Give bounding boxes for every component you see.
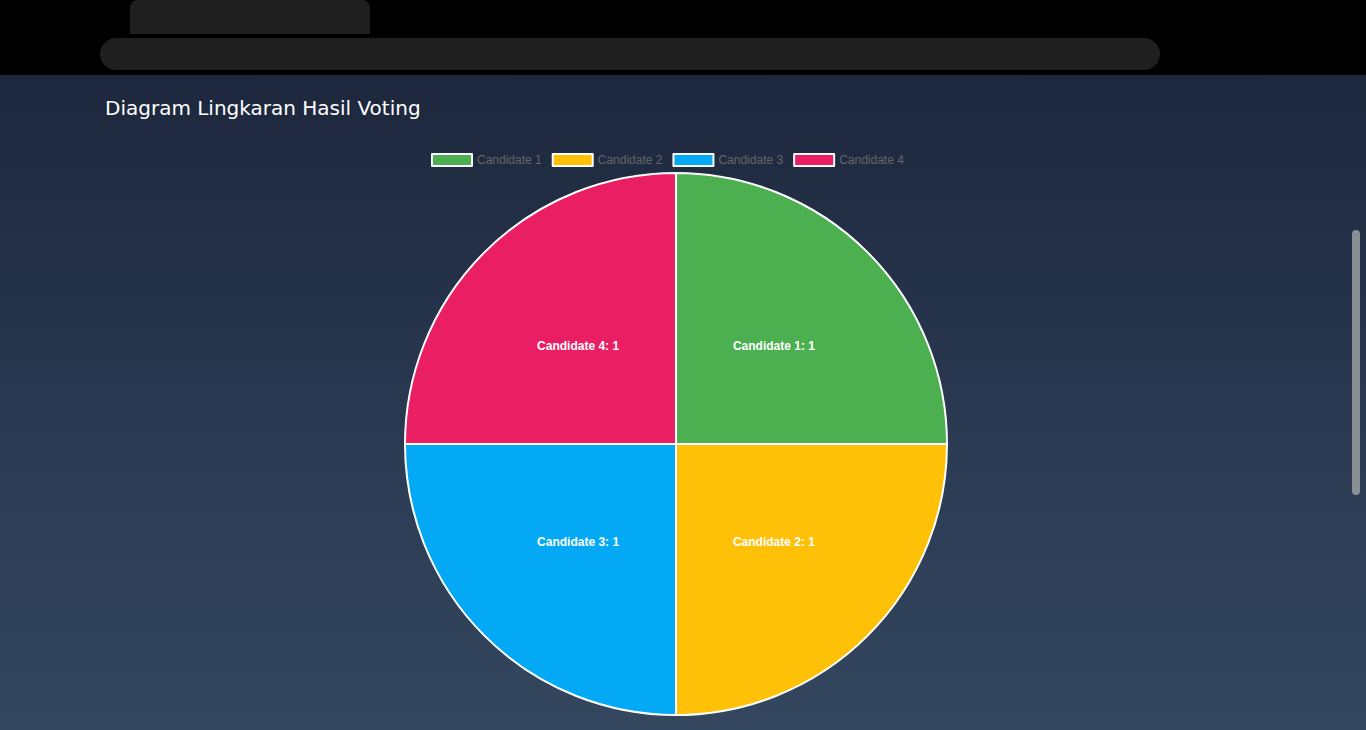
svg-text:Candidate 2: 1: Candidate 2: 1	[733, 535, 815, 549]
svg-text:Diagram Lingkaran Hasil Voting: Diagram Lingkaran Hasil Voting	[105, 96, 421, 120]
svg-text:Candidate 1: 1: Candidate 1: 1	[733, 339, 815, 353]
svg-text:Candidate 3: Candidate 3	[718, 153, 783, 167]
svg-text:Candidate 4: Candidate 4	[839, 153, 904, 167]
svg-text:Candidate 1: Candidate 1	[477, 153, 542, 167]
svg-text:Candidate 2: Candidate 2	[598, 153, 663, 167]
svg-text:Candidate 4: 1: Candidate 4: 1	[537, 339, 619, 353]
svg-text:Candidate 3: 1: Candidate 3: 1	[537, 535, 619, 549]
